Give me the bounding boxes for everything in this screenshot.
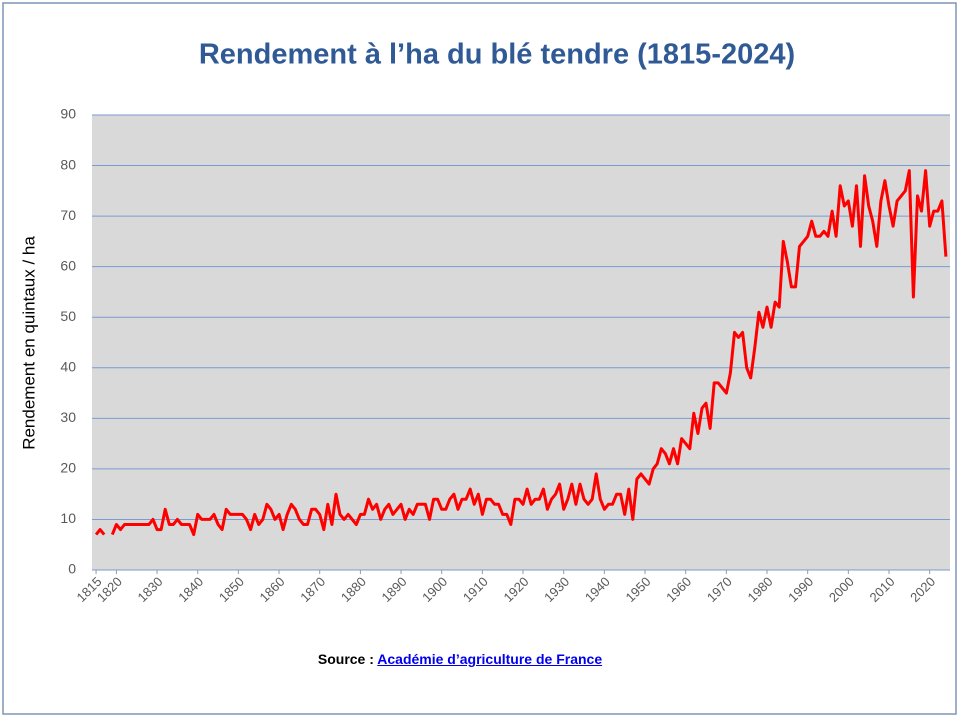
- x-tick-label: 1870: [297, 574, 328, 605]
- x-tick-label: 1910: [460, 574, 491, 605]
- x-tick-label: 1940: [582, 574, 613, 605]
- x-tick-label: 1920: [501, 574, 532, 605]
- x-tick-label: 2020: [907, 574, 938, 605]
- x-tick-label: 1860: [257, 574, 288, 605]
- y-tick-label: 10: [60, 510, 76, 526]
- x-tick-label: 1880: [338, 574, 369, 605]
- x-tick-label: 1960: [663, 574, 694, 605]
- y-tick-label: 50: [60, 308, 76, 324]
- y-tick-label: 40: [60, 358, 76, 374]
- x-tick-label: 1840: [175, 574, 206, 605]
- x-tick-label: 1990: [785, 574, 816, 605]
- y-tick-label: 20: [60, 460, 76, 476]
- y-tick-label: 70: [60, 207, 76, 223]
- source-prefix: Source :: [317, 651, 374, 667]
- source-link[interactable]: Académie d’agriculture de France: [377, 651, 603, 667]
- x-tick-label: 1900: [419, 574, 450, 605]
- chart-title: Rendement à l’ha du blé tendre (1815-202…: [199, 39, 795, 71]
- x-tick-label: 2010: [866, 574, 897, 605]
- x-tick-label: 1980: [745, 574, 776, 605]
- y-axis-label: Rendement en quintaux / ha: [19, 236, 38, 450]
- plot-area: [92, 115, 950, 570]
- y-tick-label: 80: [60, 156, 76, 172]
- x-tick-label: 1930: [541, 574, 572, 605]
- y-tick-label: 60: [60, 257, 76, 273]
- x-tick-label: 1890: [379, 574, 410, 605]
- y-tick-label: 0: [68, 561, 76, 577]
- y-tick-label: 90: [60, 106, 76, 122]
- data-line: [94, 169, 948, 537]
- x-tick-label: 2000: [826, 574, 857, 605]
- x-tick-label: 1950: [623, 574, 654, 605]
- x-tick-label: 1850: [216, 574, 247, 605]
- x-tick-label: 1970: [704, 574, 735, 605]
- y-tick-label: 30: [60, 409, 76, 425]
- source: Source : Académie d’agriculture de Franc…: [0, 651, 920, 667]
- x-tick-label: 1830: [135, 574, 166, 605]
